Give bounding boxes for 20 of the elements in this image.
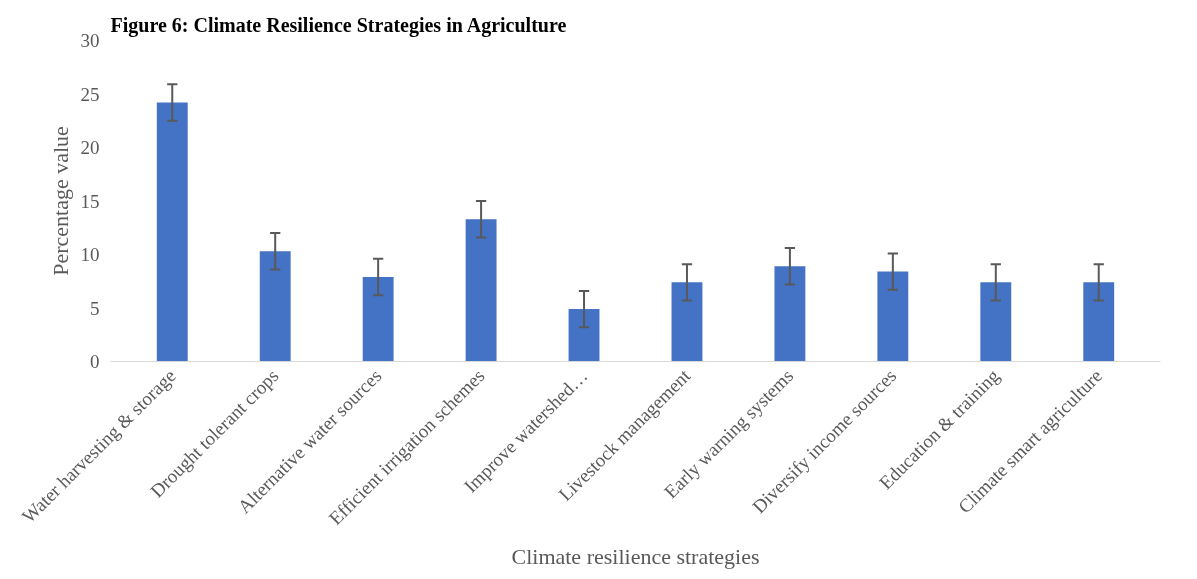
bar [465, 219, 497, 362]
bar [774, 266, 806, 362]
y-tick-label: 20 [80, 137, 100, 158]
y-axis-title: Percentage value [47, 126, 73, 276]
chart-title: Figure 6: Climate Resilience Strategies in Agriculture [110, 13, 567, 37]
bar [259, 251, 291, 362]
bar [877, 271, 909, 362]
y-tick-label: 15 [80, 190, 100, 212]
bar [362, 276, 394, 362]
bar [1083, 282, 1115, 362]
bar [568, 309, 600, 362]
bar [671, 282, 703, 362]
y-tick-label: 30 [80, 30, 100, 51]
bar [980, 282, 1012, 362]
bar [156, 102, 188, 362]
y-tick-label: 0 [90, 351, 100, 372]
y-tick-label: 5 [90, 297, 100, 319]
x-axis-title: Climate resilience strategies [511, 544, 760, 570]
y-tick-label: 10 [80, 244, 100, 265]
y-tick-label: 25 [80, 83, 100, 105]
